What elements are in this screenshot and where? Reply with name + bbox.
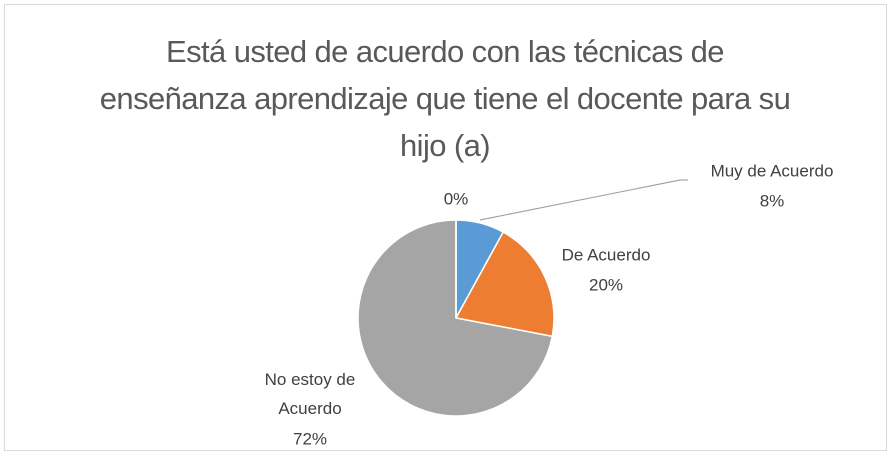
data-label-name: No estoy de Acuerdo [265, 370, 356, 418]
data-label-name: Muy de Acuerdo [711, 161, 834, 180]
chart-title: Está usted de acuerdo con las técnicas d… [99, 34, 791, 163]
leader-line [479, 179, 688, 221]
data-label-name: De Acuerdo [562, 245, 651, 264]
data-label-value: 0% [444, 189, 469, 208]
data-label-value: 72% [293, 429, 327, 448]
pie-slice [357, 219, 554, 417]
data-label-value: 20% [589, 275, 623, 294]
pie-slice [454, 231, 555, 338]
data-label-value: 8% [760, 191, 785, 210]
